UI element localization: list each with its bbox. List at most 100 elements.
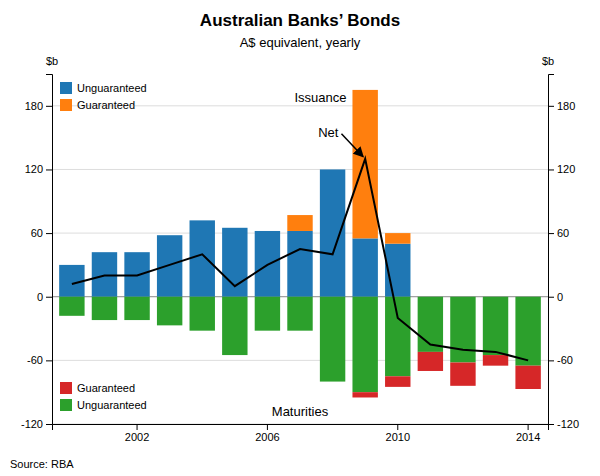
y-tick: -120	[21, 418, 52, 430]
bar	[483, 297, 508, 355]
y2-tick-label: 60	[557, 227, 569, 239]
y2-tick-label: 120	[557, 163, 575, 175]
x-tick-mark	[267, 424, 268, 430]
bar	[320, 169, 345, 170]
bar	[352, 238, 377, 296]
y2-tick-label: 180	[557, 100, 575, 112]
bar	[157, 297, 182, 326]
bar	[190, 220, 215, 221]
bar	[450, 362, 475, 385]
y2-tick-mark	[548, 297, 554, 298]
bar	[157, 235, 182, 297]
bar	[124, 252, 149, 253]
bar	[92, 252, 117, 253]
bar	[515, 297, 540, 366]
y-tick: 120	[25, 163, 52, 175]
bar	[157, 235, 182, 236]
bar	[255, 230, 280, 231]
bar	[124, 252, 149, 297]
x-tick: 2010	[386, 424, 410, 443]
x-tick: 2002	[125, 424, 149, 443]
y-tick-mark	[46, 424, 52, 425]
chart-svg: 2002 2006 2010 2014 -120 -60 0 60 120 180 -120 -60 0…	[0, 0, 600, 476]
y-tick-label: 120	[25, 163, 43, 175]
legend-label: Guaranteed	[77, 382, 135, 394]
grid-line	[52, 169, 548, 170]
bar	[124, 252, 149, 253]
source: Source: RBA	[10, 458, 74, 470]
legend-swatch	[60, 82, 72, 94]
bar	[59, 264, 84, 265]
legend-swatch	[60, 399, 72, 411]
bar	[222, 297, 247, 355]
y2-tick-mark	[548, 169, 554, 170]
y-tick-label: 0	[37, 291, 43, 303]
y2-tick-mark	[548, 360, 554, 361]
annotation: Net	[318, 125, 339, 140]
y2-tick-label: -60	[557, 354, 573, 366]
annotation: Issuance	[294, 90, 346, 105]
title: Australian Banks’ Bonds	[200, 11, 400, 30]
bar	[287, 231, 312, 297]
grid	[52, 106, 548, 424]
y2-tick: 120	[548, 163, 575, 175]
y-axis-line	[46, 75, 53, 425]
bar	[287, 297, 312, 331]
bar	[287, 215, 312, 216]
bar	[59, 264, 84, 265]
y-tick-mark	[46, 297, 52, 298]
plot-area	[59, 90, 541, 398]
y-tick-mark	[46, 169, 52, 170]
bar	[320, 169, 345, 170]
bar	[352, 297, 377, 392]
bar	[92, 252, 117, 297]
legend-swatch	[60, 99, 72, 111]
chart-container: 2002 2006 2010 2014 -120 -60 0 60 120 180 -120 -60 0…	[0, 0, 600, 476]
y2-tick: 60	[548, 227, 569, 239]
x-tick-label: 2002	[125, 431, 149, 443]
bar	[385, 376, 410, 387]
legend-swatch	[60, 382, 72, 394]
y2-tick-label: -120	[557, 418, 579, 430]
y2-axis: -120 -60 0 60 120 180	[548, 75, 579, 431]
y-axis-label: $b	[46, 55, 58, 67]
annotation-arrow	[341, 134, 363, 157]
annotation: Maturities	[272, 404, 329, 419]
y-tick: 0	[37, 291, 52, 303]
bar	[92, 297, 117, 320]
x-tick-label: 2010	[386, 431, 410, 443]
legend-label: Guaranteed	[77, 99, 135, 111]
bar	[222, 227, 247, 228]
y2-tick-mark	[548, 106, 554, 107]
bar	[92, 252, 117, 253]
y-tick-mark	[46, 106, 52, 107]
y-tick-mark	[46, 233, 52, 234]
y2-tick-mark	[548, 424, 554, 425]
bar	[515, 366, 540, 389]
bar	[418, 352, 443, 371]
legend-label: Unguaranteed	[77, 82, 147, 94]
x-tick-label: 2006	[255, 431, 279, 443]
y-tick: -60	[27, 354, 52, 366]
bar	[450, 297, 475, 363]
y-tick-label: -120	[21, 418, 43, 430]
bar	[190, 220, 215, 221]
y-tick: 180	[25, 100, 52, 112]
y2-tick: -120	[548, 418, 579, 430]
y-axis: -120 -60 0 60 120 180	[21, 75, 53, 431]
bar	[352, 392, 377, 397]
x-tick-mark	[137, 424, 138, 430]
y-tick: 60	[31, 227, 52, 239]
y2-tick: 180	[548, 100, 575, 112]
bar	[385, 297, 410, 377]
y-tick-label: 60	[31, 227, 43, 239]
y2-axis-line	[549, 75, 555, 425]
x-tick-label: 2014	[516, 431, 540, 443]
bar	[483, 355, 508, 366]
y-tick-label: 180	[25, 100, 43, 112]
bar	[124, 297, 149, 320]
legend-label: Unguaranteed	[77, 399, 147, 411]
y2-tick: 0	[548, 291, 563, 303]
x-tick-mark	[397, 424, 398, 430]
y2-tick-mark	[548, 233, 554, 234]
